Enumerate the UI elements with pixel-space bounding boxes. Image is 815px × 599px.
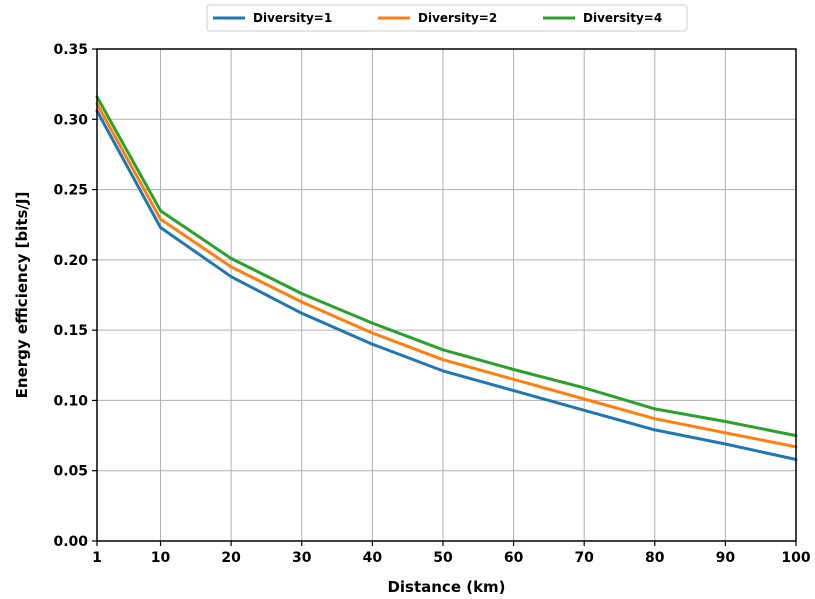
x-tick-label: 60 <box>504 550 524 566</box>
x-tick-label: 1 <box>92 550 102 566</box>
x-tick-label: 80 <box>645 550 665 566</box>
x-tick-label: 30 <box>292 550 312 566</box>
x-tick-label: 100 <box>781 550 810 566</box>
legend-entry-label: Diversity=1 <box>253 11 332 25</box>
x-tick-label: 50 <box>433 550 453 566</box>
series-layer <box>95 95 798 461</box>
y-tick-label: 0.30 <box>53 112 88 128</box>
legend: Diversity=1 Diversity=2 Diversity=4 <box>206 4 688 32</box>
series-line-diversity-2 <box>95 102 798 449</box>
y-tick-label: 0.05 <box>53 464 88 480</box>
legend-entry-label: Diversity=4 <box>583 11 662 25</box>
y-tick-label: 0.15 <box>53 323 88 339</box>
plot-frame <box>96 48 797 542</box>
legend-box <box>206 4 688 32</box>
x-tick-label: 40 <box>363 550 383 566</box>
y-tick-label: 0.00 <box>53 534 88 550</box>
grid <box>96 48 797 542</box>
series-line-diversity-1 <box>95 109 798 461</box>
y-tick-label: 0.10 <box>53 393 88 409</box>
x-tick-label: 10 <box>151 550 171 566</box>
x-tick-label: 70 <box>574 550 594 566</box>
x-tick-label: 90 <box>716 550 736 566</box>
x-axis-label: Distance (km) <box>387 578 505 596</box>
ticks: 1 10 20 30 40 50 60 70 80 90 100 0.00 0.05 0.10 0.15 0.… <box>53 42 810 566</box>
x-tick-label: 20 <box>221 550 241 566</box>
y-tick-label: 0.35 <box>53 42 88 58</box>
y-tick-label: 0.20 <box>53 253 88 269</box>
y-tick-label: 0.25 <box>53 183 88 199</box>
series-line-diversity-4 <box>95 95 798 438</box>
y-axis-label: Energy efficiency [bits/J] <box>13 192 31 399</box>
legend-entry-label: Diversity=2 <box>418 11 497 25</box>
